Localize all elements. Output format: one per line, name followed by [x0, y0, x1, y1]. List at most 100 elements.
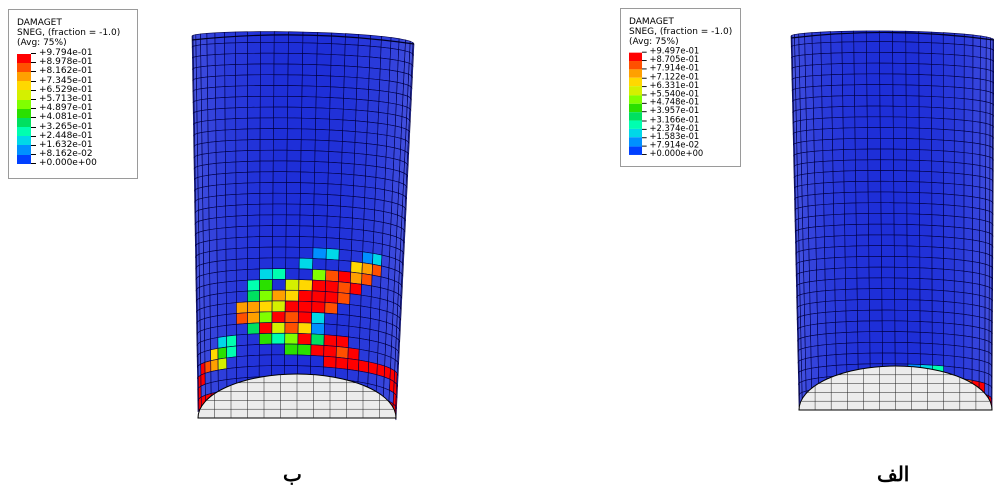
mesh-element	[943, 344, 955, 357]
mesh-element	[800, 119, 807, 132]
mesh-element	[271, 343, 286, 356]
mesh-element	[284, 343, 299, 356]
mesh-element	[833, 203, 845, 215]
mesh-element	[963, 195, 973, 208]
mesh-element	[803, 281, 811, 295]
mesh-element	[346, 368, 359, 383]
mesh-element	[879, 52, 894, 64]
mesh-element	[272, 257, 287, 269]
mesh-element	[259, 311, 273, 324]
mesh-element	[984, 252, 990, 267]
mesh-element	[196, 121, 203, 134]
mesh-element	[963, 260, 973, 273]
mesh-element	[286, 192, 301, 205]
mesh-element	[807, 204, 816, 218]
mesh-element	[802, 248, 810, 262]
mesh-element	[353, 152, 367, 166]
mesh-element	[247, 257, 260, 270]
mesh-element	[324, 280, 339, 293]
mesh-element	[980, 35, 987, 49]
mesh-element	[298, 290, 313, 302]
mesh-element	[359, 316, 371, 330]
mesh-element	[931, 96, 944, 109]
mesh-element	[931, 235, 944, 249]
mesh-element	[374, 198, 385, 212]
mesh-element	[226, 356, 237, 370]
mesh-element	[286, 171, 302, 184]
mesh-element	[287, 85, 303, 97]
mesh-element	[906, 224, 921, 236]
mesh-element	[857, 320, 871, 333]
legend-value: +8.978e-01	[39, 57, 93, 68]
mesh-element	[879, 95, 894, 107]
legend-value: +7.914e-01	[649, 64, 700, 74]
mesh-element	[821, 74, 832, 87]
mesh-element	[979, 165, 987, 178]
mesh-element	[832, 170, 845, 183]
legend-row: +0.000e+00	[17, 159, 137, 168]
mesh-element	[821, 95, 833, 108]
mesh-element	[943, 86, 955, 99]
mesh-element	[235, 31, 248, 44]
mesh-element	[979, 284, 986, 298]
mesh-element	[197, 175, 203, 189]
mesh-element	[224, 139, 237, 153]
mesh-element	[989, 113, 994, 127]
mesh-element	[224, 31, 236, 44]
mesh-element	[271, 354, 285, 366]
mesh-element	[323, 323, 338, 336]
mesh-element	[342, 130, 356, 143]
mesh-element	[879, 105, 894, 118]
mesh-element	[806, 118, 815, 131]
mesh-element	[235, 96, 248, 109]
mesh-element	[339, 216, 353, 230]
mesh-element	[843, 181, 857, 193]
mesh-element	[794, 44, 800, 57]
mesh-element	[919, 149, 933, 162]
mesh-element	[207, 97, 216, 111]
legend-row: +7.345e-01	[17, 76, 137, 91]
mesh-element	[199, 296, 205, 310]
mesh-element	[339, 205, 354, 219]
mesh-element	[816, 268, 826, 282]
color-swatch	[17, 62, 31, 72]
mesh-element	[273, 74, 289, 86]
legend-value: +1.583e-01	[649, 132, 700, 142]
mesh-element	[953, 248, 965, 261]
color-swatch	[629, 94, 643, 104]
mesh-element	[313, 182, 329, 195]
mesh-element	[206, 54, 216, 67]
mesh-element	[196, 88, 202, 101]
mesh-element	[217, 335, 227, 349]
mesh-element	[854, 138, 868, 150]
mesh-element	[272, 182, 287, 194]
mesh-element	[373, 209, 385, 223]
mesh-element	[905, 52, 920, 65]
mesh-element	[919, 299, 933, 312]
mesh-element	[832, 149, 844, 162]
mesh-element	[943, 311, 955, 325]
mesh-element	[364, 186, 376, 200]
mesh-element	[824, 257, 835, 270]
mesh-element	[834, 289, 847, 302]
mesh-element	[207, 119, 217, 132]
mesh-element	[803, 259, 810, 273]
mesh-element	[355, 98, 369, 112]
mesh-element	[906, 202, 920, 215]
mesh-element	[825, 321, 836, 335]
mesh-element	[235, 171, 248, 184]
mesh-element	[867, 191, 882, 204]
mesh-element	[328, 151, 343, 164]
mesh-element	[867, 148, 881, 161]
mesh-element	[225, 269, 237, 283]
mesh-element	[881, 320, 896, 332]
mesh-element	[801, 369, 807, 382]
mesh-element	[831, 106, 844, 119]
mesh-element	[813, 107, 823, 120]
mesh-element	[259, 203, 274, 216]
mesh-element	[820, 42, 832, 54]
legend-value: +7.122e-01	[649, 72, 700, 83]
mesh-element	[366, 121, 379, 135]
mesh-element	[919, 289, 933, 302]
mesh-element	[247, 85, 261, 97]
